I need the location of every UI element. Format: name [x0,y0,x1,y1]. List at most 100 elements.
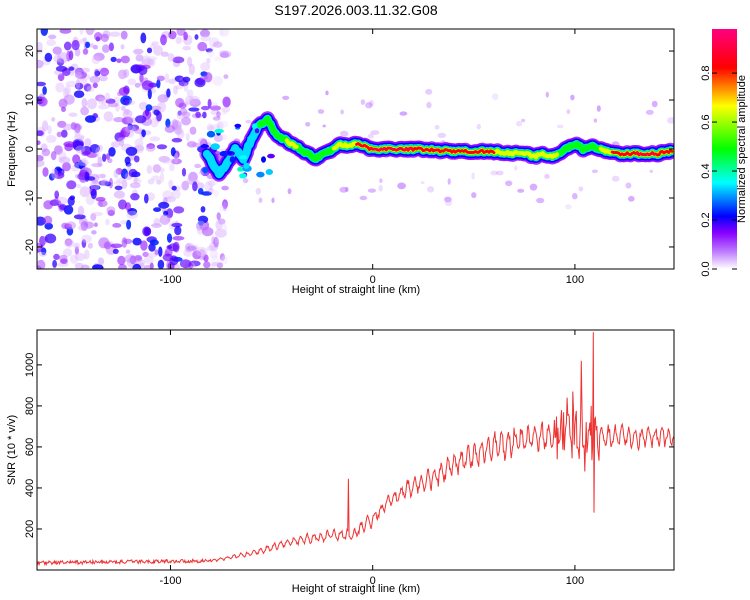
noise-blob [365,102,373,109]
noise-blob [86,85,95,93]
noise-blob [471,172,475,180]
colorbar-ticks: 0.0 0.2 0.4 0.6 0.8 [700,65,737,277]
noise-blob [141,58,154,66]
noise-blob [37,155,44,162]
noise-blob [198,248,206,259]
noise-blob [216,121,224,131]
noise-blob [135,115,147,124]
noise-blob [171,158,182,165]
noise-blob [379,178,383,184]
noise-blob [166,208,174,219]
noise-blob [162,253,173,262]
noise-blob [64,239,75,248]
noise-blob [192,181,198,192]
noise-blob [667,117,674,124]
noise-blob [54,190,60,199]
noise-blob [113,181,123,185]
noise-blob [105,218,110,226]
noise-blob [133,256,143,262]
ridge-speckle [267,153,275,159]
noise-blob [367,133,374,139]
noise-blob [40,29,48,36]
noise-blob [176,29,186,36]
noise-blob [97,156,103,167]
noise-blob [219,50,229,56]
noise-blob [132,263,142,269]
noise-blob [201,105,210,111]
noise-blob [80,158,88,163]
snr-panel: -100 0 100 200 400 600 800 1000 Height of stra… [6,329,675,595]
noise-blob [147,88,152,100]
noise-blob [178,102,187,109]
noise-blob [56,196,68,205]
noise-blob [216,111,221,118]
noise-blob [100,33,109,43]
noise-blob [37,140,41,145]
noise-blob [360,99,366,105]
noise-blob [177,110,182,116]
noise-blob [92,264,104,269]
x-tick-label: 0 [370,274,376,286]
noise-blob [325,90,329,96]
noise-blob [81,98,88,108]
noise-blob [120,105,126,111]
noise-blob [75,71,87,79]
noise-blob [86,98,98,110]
colorbar: 0.0 0.2 0.4 0.6 0.8 Normalized spectral ampl… [700,29,748,277]
noise-blob [160,34,167,46]
colorbar-tick-label: 0.4 [700,163,712,178]
noise-blob [80,220,88,231]
noise-blob [143,256,154,264]
noise-blob [513,165,518,171]
noise-blob [42,86,47,95]
colorbar-tick-label: 0.0 [700,261,712,276]
noise-blob [200,206,206,213]
y-tick-label: 0 [24,146,36,152]
noise-blob [85,41,91,48]
noise-blob [145,104,153,112]
noise-blob [55,65,68,72]
noise-blob [119,140,125,147]
noise-blob [69,195,76,201]
noise-blob [46,39,56,47]
noise-blob [92,179,99,185]
noise-blob [37,262,41,269]
noise-blob [194,77,206,88]
noise-blob [95,147,100,158]
noise-blob [434,125,440,130]
noise-blob [216,212,221,221]
noise-blob [50,151,57,161]
noise-blob [578,186,584,192]
noise-blob [41,120,49,132]
noise-blob [126,210,139,219]
ridge-speckle [210,143,220,151]
noise-blob [140,32,147,44]
noise-blob [271,197,275,204]
noise-blob [93,52,105,61]
noise-blob [109,31,121,37]
noise-blob [147,58,156,67]
ridge-segment [553,152,560,158]
noise-blob [496,170,504,176]
noise-blob [189,98,201,108]
y-tick-label: 800 [24,397,36,415]
noise-blob [146,165,153,174]
noise-blob [189,126,197,135]
ridge-speckle [237,166,245,172]
noise-blob [150,43,156,49]
noise-blob [255,187,261,195]
noise-blob [222,201,227,212]
noise-blob [471,192,477,199]
noise-blob [71,123,83,131]
noise-blob [63,41,72,51]
noise-blob [44,233,57,244]
noise-blob [53,54,62,63]
noise-blob [134,155,140,163]
noise-blob [158,246,163,257]
noise-blob [628,195,635,202]
noise-blob [120,126,131,138]
noise-blob [121,237,128,248]
noise-blob [90,188,97,200]
noise-blob [164,124,175,133]
noise-blob [125,146,138,156]
